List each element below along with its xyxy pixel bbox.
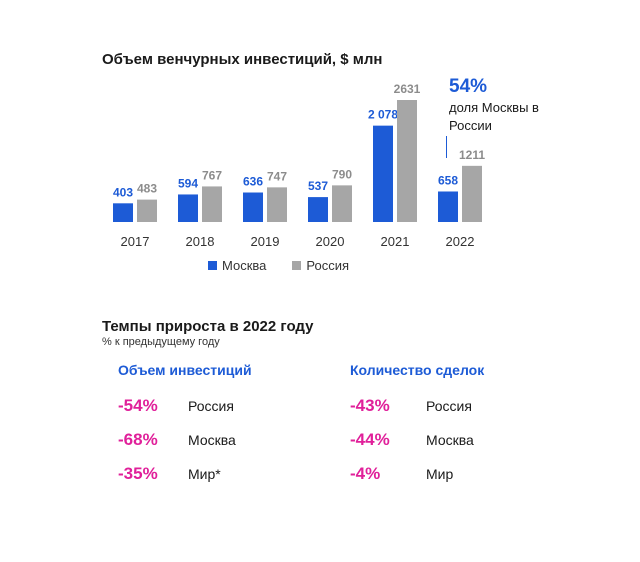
legend-swatch-russia bbox=[292, 261, 302, 270]
growth-column-investments: Объем инвестиций -54% Россия -68% Москва… bbox=[118, 362, 252, 498]
bar-moscow bbox=[308, 197, 328, 222]
x-tick-label: 2019 bbox=[251, 234, 280, 249]
bar-moscow bbox=[113, 203, 133, 222]
growth-label: Россия bbox=[426, 398, 472, 414]
data-label-russia: 483 bbox=[137, 182, 157, 196]
chart-legend: Москва Россия bbox=[208, 258, 375, 273]
data-label-moscow: 594 bbox=[178, 176, 198, 190]
data-label-moscow: 658 bbox=[438, 173, 458, 187]
growth-row: -68% Москва bbox=[118, 430, 252, 464]
growth-row: -35% Мир* bbox=[118, 464, 252, 498]
bar-russia bbox=[267, 187, 287, 222]
growth-percent: -44% bbox=[350, 430, 390, 449]
bar-russia bbox=[137, 199, 157, 222]
data-label-russia: 790 bbox=[332, 167, 352, 181]
growth-row: -43% Россия bbox=[350, 396, 484, 430]
data-label-russia: 1211 bbox=[459, 148, 485, 162]
legend-swatch-moscow bbox=[208, 261, 217, 270]
growth-row: -44% Москва bbox=[350, 430, 484, 464]
legend-item-russia: Россия bbox=[292, 258, 349, 273]
growth-column-heading: Объем инвестиций bbox=[118, 362, 252, 378]
share-percent: 54% bbox=[449, 76, 488, 97]
x-tick-label: 2020 bbox=[316, 234, 345, 249]
data-label-russia: 767 bbox=[202, 168, 222, 182]
growth-row: -54% Россия bbox=[118, 396, 252, 430]
growth-label: Москва bbox=[188, 432, 236, 448]
x-tick-label: 2017 bbox=[121, 234, 150, 249]
growth-percent: -54% bbox=[118, 396, 158, 415]
growth-label: Россия bbox=[188, 398, 234, 414]
growth-column-deals: Количество сделок -43% Россия -44% Москв… bbox=[350, 362, 484, 498]
share-pointer-line bbox=[446, 136, 447, 158]
legend-label-russia: Россия bbox=[306, 258, 350, 273]
bar-russia bbox=[397, 100, 417, 222]
growth-title: Темпы прироста в 2022 году bbox=[102, 318, 314, 335]
bar-russia bbox=[202, 186, 222, 222]
bar-moscow bbox=[178, 194, 198, 222]
bar-russia bbox=[332, 185, 352, 222]
legend-label-moscow: Москва bbox=[222, 258, 267, 273]
bar-moscow bbox=[373, 125, 393, 222]
data-label-moscow: 537 bbox=[308, 179, 328, 193]
bar-russia bbox=[462, 165, 482, 222]
data-label-russia: 747 bbox=[267, 169, 287, 183]
data-label-moscow: 636 bbox=[243, 175, 263, 189]
growth-percent: -35% bbox=[118, 464, 158, 483]
growth-percent: -43% bbox=[350, 396, 390, 415]
data-label-moscow: 2 078 bbox=[368, 108, 398, 122]
bar-moscow bbox=[438, 191, 458, 222]
data-label-moscow: 403 bbox=[113, 185, 133, 199]
growth-subtitle: % к предыдущему году bbox=[102, 336, 220, 348]
growth-label: Москва bbox=[426, 432, 474, 448]
share-description: доля Москвы в России bbox=[449, 100, 539, 133]
growth-percent: -4% bbox=[350, 464, 381, 483]
x-tick-label: 2021 bbox=[381, 234, 410, 249]
bar-moscow bbox=[243, 192, 263, 222]
growth-label: Мир bbox=[426, 466, 454, 482]
chart-title: Объем венчурных инвестиций, $ млн bbox=[102, 51, 383, 68]
growth-label: Мир* bbox=[188, 466, 221, 482]
legend-item-moscow: Москва bbox=[208, 258, 266, 273]
growth-column-heading: Количество сделок bbox=[350, 362, 485, 378]
bar-chart: 403 483 2017 594 767 2018 636 747 2019 537 790 2020… bbox=[113, 82, 485, 249]
x-tick-label: 2018 bbox=[186, 234, 215, 249]
x-tick-label: 2022 bbox=[446, 234, 475, 249]
growth-percent: -68% bbox=[118, 430, 158, 449]
growth-row: -4% Мир bbox=[350, 464, 484, 498]
data-label-russia: 2631 bbox=[394, 82, 421, 96]
